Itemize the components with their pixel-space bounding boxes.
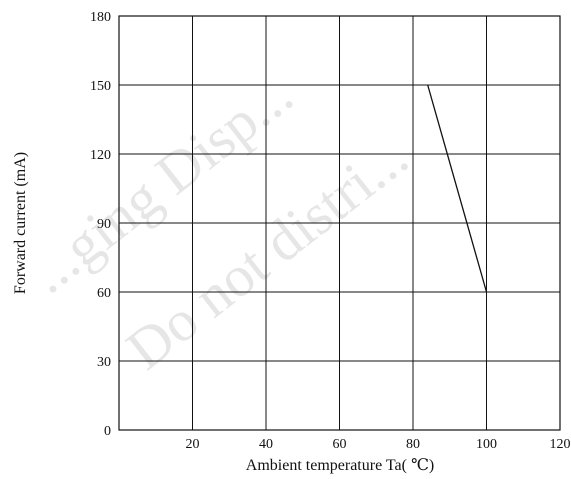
- y-tick-labels: 0 30 60 90 120 150 180: [90, 10, 111, 439]
- x-tick-label-20: 20: [186, 437, 200, 452]
- y-tick-label-150: 150: [90, 79, 111, 94]
- x-axis-label: Ambient temperature Ta( ℃): [246, 457, 434, 474]
- y-tick-label-120: 120: [90, 148, 111, 163]
- x-tick-label-120: 120: [550, 437, 571, 452]
- plot-frame: [118, 15, 561, 431]
- series-line-0: [427, 84, 488, 293]
- x-tick-label-40: 40: [259, 437, 273, 452]
- y-tick-label-180: 180: [90, 10, 111, 25]
- y-tick-label-30: 30: [97, 355, 111, 370]
- y-tick-label-90: 90: [97, 217, 111, 232]
- y-axis-label: Forward current (mA): [12, 152, 29, 294]
- x-tick-labels: 20 40 60 80 100 120: [186, 437, 571, 452]
- y-tick-label-0: 0: [104, 424, 111, 439]
- x-tick-label-60: 60: [333, 437, 347, 452]
- y-tick-label-60: 60: [97, 286, 111, 301]
- grid-lines: [119, 16, 560, 430]
- x-tick-label-80: 80: [406, 437, 420, 452]
- series-lines: [427, 84, 488, 293]
- x-tick-label-100: 100: [476, 437, 497, 452]
